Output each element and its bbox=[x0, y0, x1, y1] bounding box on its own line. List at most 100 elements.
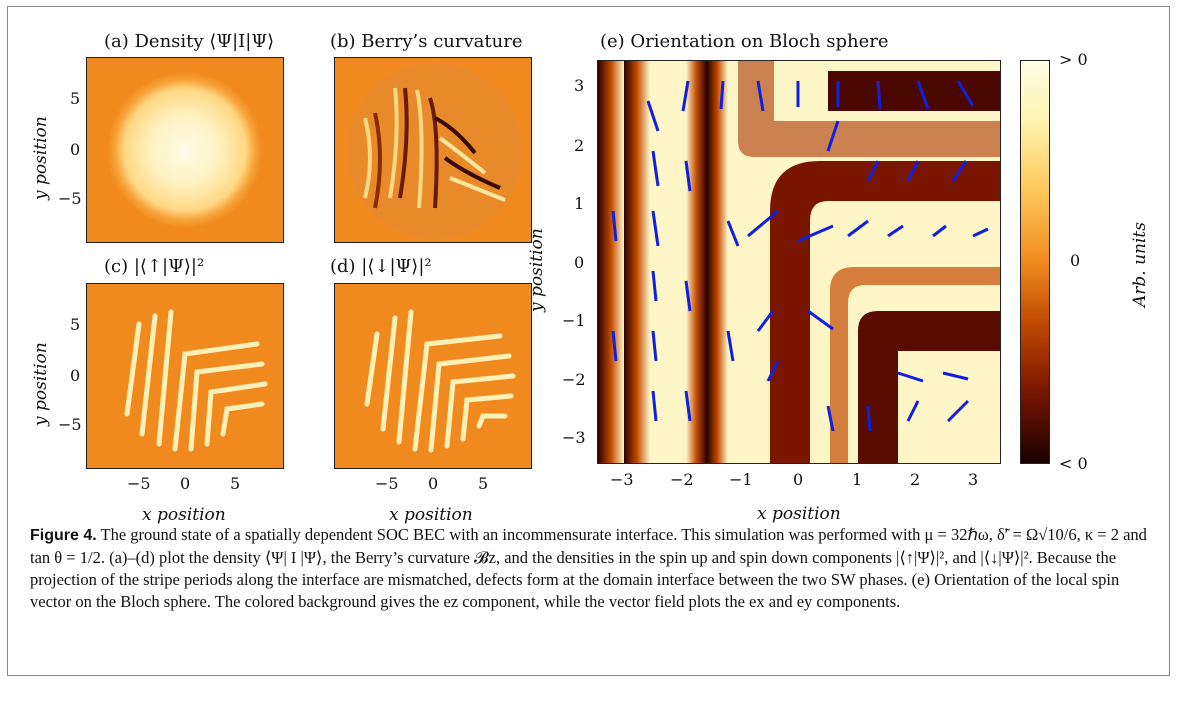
ez-stripe bbox=[858, 311, 1000, 463]
ez-stripe bbox=[598, 61, 624, 463]
density-stripe bbox=[364, 331, 380, 407]
ez-stripe bbox=[828, 71, 1000, 111]
panel-a-ytick: −5 bbox=[58, 189, 82, 208]
panel-c-xtick: −5 bbox=[127, 474, 151, 493]
panel-c-ylabel: y position bbox=[31, 342, 51, 426]
panel-d-plot bbox=[334, 283, 532, 469]
spin-arrow bbox=[887, 224, 904, 238]
berry-streak bbox=[438, 136, 487, 175]
panel-d-title: (d) |⟨↓|Ψ⟩|² bbox=[330, 256, 432, 277]
panel-a-title: (a) Density ⟨Ψ|I|Ψ⟩ bbox=[104, 31, 275, 52]
panel-e-xlabel: x position bbox=[757, 504, 841, 524]
spin-arrow bbox=[611, 210, 618, 242]
panel-c-image bbox=[124, 309, 268, 452]
colorbar-middle-label: 0 bbox=[1070, 251, 1081, 270]
spin-arrow bbox=[826, 405, 835, 432]
panel-e-xtick: −2 bbox=[670, 470, 694, 489]
panel-e-xtick: 2 bbox=[910, 470, 921, 489]
density-stripe bbox=[156, 309, 174, 447]
spin-arrow bbox=[726, 220, 740, 247]
caption-text: The ground state of a spatially dependen… bbox=[30, 525, 1147, 611]
spin-arrow bbox=[897, 371, 924, 383]
panel-a-plot bbox=[86, 57, 284, 243]
spin-vector-field bbox=[611, 80, 989, 432]
panel-c-xlabel: x position bbox=[142, 505, 226, 525]
panel-d-xtick: −5 bbox=[375, 474, 399, 493]
spin-arrow bbox=[651, 210, 660, 247]
density-stripe bbox=[460, 393, 514, 442]
panel-e-image bbox=[598, 61, 1000, 463]
colorbar-label: Arb. units bbox=[1130, 222, 1150, 307]
spin-arrow bbox=[866, 160, 880, 182]
spin-arrow bbox=[906, 160, 920, 182]
panel-e-xtick: 0 bbox=[793, 470, 804, 489]
density-stripe bbox=[204, 381, 268, 447]
ez-stripe bbox=[830, 267, 1000, 463]
density-stripe bbox=[172, 341, 260, 452]
panel-e-xtick: −1 bbox=[729, 470, 753, 489]
density-stripe bbox=[124, 321, 142, 417]
panel-e-xtick: −3 bbox=[610, 470, 634, 489]
spin-arrow bbox=[766, 360, 780, 382]
figure-label: Figure 4. bbox=[30, 527, 97, 544]
figure-frame bbox=[7, 6, 1170, 676]
spin-arrow bbox=[866, 405, 872, 432]
spin-arrow bbox=[951, 160, 968, 182]
berry-streak bbox=[434, 116, 477, 155]
spin-background bbox=[598, 61, 1000, 463]
panel-b-title: (b) Berry’s curvature bbox=[330, 31, 523, 52]
panel-d-xtick: 5 bbox=[478, 474, 489, 493]
panel-e-ytick: 1 bbox=[574, 194, 585, 213]
figure-caption: Figure 4. The ground state of a spatiall… bbox=[30, 524, 1150, 613]
berry-streak bbox=[398, 87, 409, 199]
ez-stripe bbox=[738, 61, 1000, 157]
spin-arrow bbox=[611, 330, 618, 362]
spin-arrow bbox=[946, 399, 970, 423]
panel-e-plot bbox=[597, 60, 1001, 464]
panel-b-plot bbox=[334, 57, 532, 243]
panel-e-ylabel: y position bbox=[527, 228, 547, 312]
spin-arrow bbox=[719, 80, 725, 110]
panel-a-ytick: 0 bbox=[70, 140, 81, 159]
berry-streak bbox=[443, 156, 501, 190]
density-stripe bbox=[188, 361, 265, 452]
panel-e-xtick: 1 bbox=[852, 470, 863, 489]
panel-e-ytick: 3 bbox=[574, 76, 585, 95]
spin-arrow bbox=[807, 309, 834, 331]
panel-c-plot bbox=[86, 283, 284, 469]
panel-e-ytick: 0 bbox=[574, 253, 585, 272]
berry-streak bbox=[428, 97, 439, 209]
spin-arrow bbox=[651, 330, 658, 362]
panel-e-title: (e) Orientation on Bloch sphere bbox=[600, 31, 889, 52]
berry-streak bbox=[449, 176, 506, 202]
spin-arrow bbox=[646, 100, 660, 132]
spin-arrow bbox=[906, 400, 920, 422]
panel-d-xlabel: x position bbox=[389, 505, 473, 525]
spin-arrow bbox=[651, 390, 658, 422]
spin-arrow bbox=[972, 227, 989, 238]
panel-c-xtick: 0 bbox=[180, 474, 191, 493]
density-stripe bbox=[396, 309, 414, 445]
density-stripe bbox=[476, 413, 508, 429]
spin-arrow bbox=[651, 150, 660, 187]
colorbar-bottom-label: < 0 bbox=[1059, 454, 1088, 473]
spin-arrow bbox=[916, 80, 930, 110]
panel-d-image bbox=[364, 309, 516, 453]
panel-e-ytick: 2 bbox=[574, 136, 585, 155]
panel-b-image bbox=[346, 63, 522, 239]
spin-arrow bbox=[956, 80, 975, 107]
spin-arrow bbox=[797, 224, 834, 243]
density-stripe bbox=[412, 333, 503, 452]
spin-arrow bbox=[756, 310, 775, 332]
spin-arrow bbox=[847, 219, 869, 238]
spin-arrow bbox=[942, 371, 969, 381]
spin-arrow bbox=[747, 209, 779, 238]
spin-arrow bbox=[756, 80, 765, 112]
density-stripe bbox=[380, 315, 398, 432]
panel-e-ytick: −2 bbox=[562, 370, 586, 389]
spin-arrow bbox=[681, 80, 690, 112]
panel-a-ytick: 5 bbox=[70, 89, 81, 108]
spin-arrow bbox=[876, 80, 882, 110]
spin-arrow bbox=[684, 280, 692, 312]
panel-c-ytick: 5 bbox=[70, 315, 81, 334]
